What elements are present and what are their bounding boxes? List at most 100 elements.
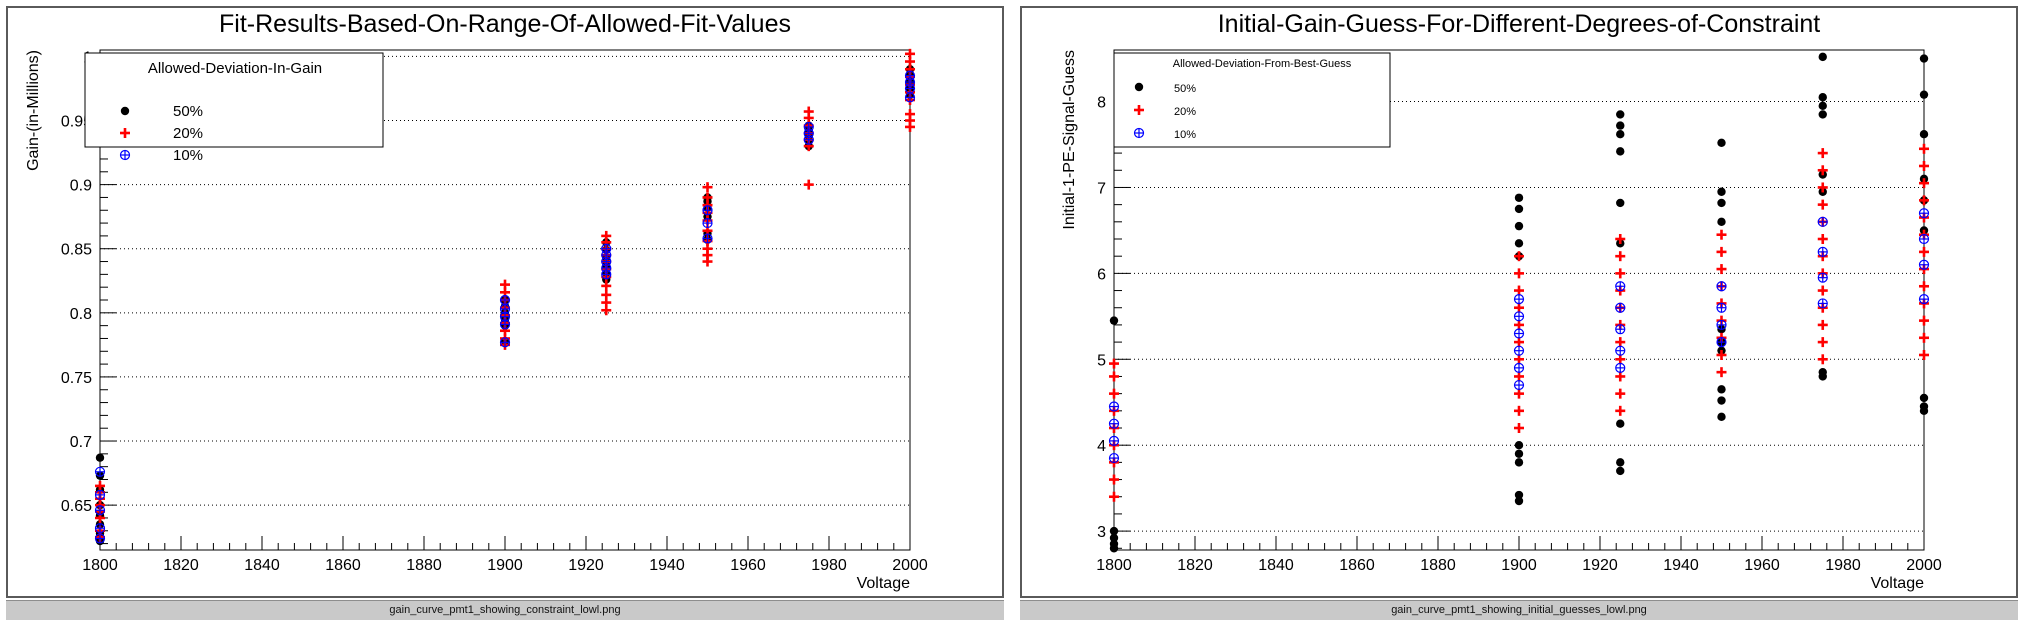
legend: Allowed-Deviation-From-Best-Guess 50% 20% 1… [1113, 52, 1391, 148]
data-point [1818, 101, 1827, 111]
data-point [1616, 110, 1625, 119]
data-point [1919, 178, 1929, 189]
data-point [1616, 419, 1625, 428]
data-point [1513, 328, 1525, 339]
right-chart-svg: Initial-Gain-Guess-For-Different-Degrees… [1061, 10, 1942, 592]
chart-title: Fit-Results-Based-On-Range-Of-Allowed-Fi… [219, 10, 791, 38]
x-tick-label: 1940 [649, 557, 685, 574]
data-point [1615, 251, 1626, 262]
data-point [1716, 302, 1727, 313]
data-point [1716, 229, 1727, 240]
data-point [1616, 121, 1625, 130]
data-point [1919, 406, 1929, 416]
legend-marker [120, 106, 130, 116]
legend-title: Allowed-Deviation-In-Gain [148, 60, 322, 77]
data-point [1514, 204, 1524, 214]
data-point [1108, 401, 1120, 412]
data-point [1615, 268, 1626, 279]
data-point [1918, 259, 1930, 270]
x-tick-label: 1800 [82, 557, 118, 574]
x-tick-label: 1880 [406, 557, 442, 574]
data-point [702, 233, 713, 244]
left-status-bar: gain_curve_pmt1_showing_constraint_lowl.… [6, 600, 1004, 620]
y-tick-label: 5 [1097, 352, 1106, 369]
x-tick-label: 1920 [568, 557, 604, 574]
x-tick-label: 1820 [163, 557, 199, 574]
data-point [1717, 217, 1726, 227]
data-point [1615, 371, 1626, 382]
chart-title: Initial-Gain-Guess-For-Different-Degrees… [1218, 10, 1821, 38]
right-chart-frame: Initial-Gain-Guess-For-Different-Degrees… [1020, 6, 2018, 598]
series-50pct [1109, 52, 1929, 553]
right-status-bar: gain_curve_pmt1_showing_initial_guesses_… [1020, 600, 2018, 620]
x-tick-label: 1980 [1825, 557, 1861, 574]
data-point [1818, 372, 1827, 381]
data-point [1717, 396, 1726, 405]
data-point [1919, 315, 1929, 326]
x-axis-label: Voltage [1871, 575, 1924, 592]
data-point [1817, 272, 1828, 283]
y-axis: 0.650.70.750.80.850.90.951 [61, 49, 116, 545]
x-tick-label: 1900 [1501, 557, 1537, 574]
left-chart-frame: Fit-Results-Based-On-Range-Of-Allowed-Fi… [6, 6, 1004, 598]
data-point [1918, 233, 1930, 245]
data-point [702, 182, 713, 193]
data-point [1615, 281, 1626, 292]
data-point [1919, 393, 1929, 403]
data-point [1616, 198, 1625, 208]
data-point [1615, 388, 1626, 399]
data-point [1514, 302, 1524, 313]
x-axis: 1800 1820 1840 1860 1880 1900 1920 1940 1960 1980… [82, 536, 928, 574]
data-point [499, 337, 511, 348]
data-point [1615, 337, 1626, 348]
data-point [1514, 193, 1524, 202]
data-point [803, 179, 814, 190]
data-point [1918, 208, 1930, 219]
data-point [601, 269, 612, 280]
legend-marker [1133, 127, 1145, 139]
right-chart-panel: Initial-Gain-Guess-For-Different-Degrees… [1014, 0, 2028, 624]
data-point [1615, 362, 1626, 373]
data-point [1514, 285, 1524, 296]
data-point [1919, 349, 1929, 360]
legend-box [84, 52, 384, 148]
data-point [1615, 345, 1626, 356]
data-point [1919, 143, 1929, 154]
data-point [1108, 418, 1120, 429]
data-point [1717, 198, 1726, 208]
data-point [1717, 385, 1726, 394]
data-point [1109, 371, 1119, 382]
x-tick-label: 2000 [1906, 557, 1942, 574]
legend-marker [1134, 82, 1144, 92]
x-tick-label: 2000 [892, 557, 928, 574]
legend-marker [119, 149, 131, 161]
x-axis-label: Voltage [857, 575, 910, 592]
data-point [1817, 285, 1828, 296]
data-point [1513, 345, 1525, 356]
data-point [1918, 294, 1930, 305]
x-tick-label: 1980 [811, 557, 847, 574]
data-point [1716, 336, 1727, 348]
data-point [1919, 129, 1929, 139]
data-point [1919, 246, 1929, 257]
legend-marker [120, 128, 130, 138]
data-point [1514, 423, 1524, 434]
data-point [1616, 147, 1625, 156]
legend-marker [1134, 105, 1144, 115]
x-tick-label: 1820 [1177, 557, 1213, 574]
data-point [905, 121, 915, 132]
data-point [1514, 268, 1524, 279]
legend-title: Allowed-Deviation-From-Best-Guess [1173, 58, 1352, 70]
legend-label: 20% [173, 125, 203, 142]
x-tick-label: 1860 [325, 557, 361, 574]
data-point [1817, 182, 1828, 193]
data-point [1919, 90, 1929, 99]
data-point [1919, 160, 1929, 171]
data-point [1817, 199, 1828, 210]
data-point [94, 489, 106, 500]
series-10pct [94, 70, 916, 544]
x-tick-label: 1960 [1744, 557, 1780, 574]
x-tick-label: 1940 [1663, 557, 1699, 574]
data-point [1817, 337, 1828, 348]
data-point [1716, 367, 1727, 378]
